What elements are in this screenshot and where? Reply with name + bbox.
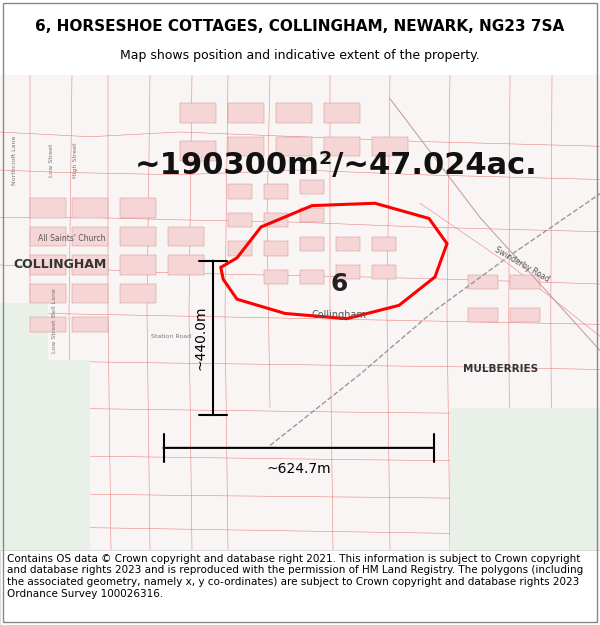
Bar	[468, 274, 498, 289]
Bar	[468, 308, 498, 322]
Bar	[72, 284, 108, 303]
Bar	[72, 199, 108, 217]
Bar	[180, 104, 216, 122]
Bar	[120, 256, 156, 274]
Bar	[180, 141, 216, 161]
Bar	[120, 284, 156, 303]
Bar	[300, 270, 324, 284]
Bar	[264, 241, 288, 256]
Text: Low Street: Low Street	[52, 319, 56, 353]
Bar	[168, 227, 204, 246]
Bar	[300, 236, 324, 251]
Text: ~624.7m: ~624.7m	[266, 462, 331, 476]
Text: Contains OS data © Crown copyright and database right 2021. This information is : Contains OS data © Crown copyright and d…	[7, 554, 583, 599]
Bar	[372, 265, 396, 279]
Bar	[372, 137, 408, 156]
Text: Low Street: Low Street	[49, 144, 53, 177]
Bar	[300, 208, 324, 222]
Text: Map shows position and indicative extent of the property.: Map shows position and indicative extent…	[120, 49, 480, 62]
Bar	[228, 184, 252, 199]
Bar	[30, 227, 66, 246]
Text: Northcroft Lane: Northcroft Lane	[13, 136, 17, 185]
Text: Station Road: Station Road	[151, 334, 191, 339]
Text: ~440.0m: ~440.0m	[194, 306, 208, 370]
Text: COLLINGHAM: COLLINGHAM	[13, 259, 107, 271]
Text: MULBERRIES: MULBERRIES	[463, 364, 539, 374]
Bar	[300, 179, 324, 194]
Bar	[264, 270, 288, 284]
Text: Collingham: Collingham	[311, 310, 367, 320]
Bar	[228, 213, 252, 227]
Bar	[372, 236, 396, 251]
Bar	[450, 408, 600, 550]
Bar	[276, 104, 312, 122]
Text: Swinderby Road: Swinderby Road	[493, 246, 551, 284]
Bar	[228, 137, 264, 156]
Bar	[120, 227, 156, 246]
Bar	[30, 318, 66, 331]
Bar	[72, 256, 108, 274]
Bar	[276, 137, 312, 156]
Text: All Saints' Church: All Saints' Church	[38, 234, 106, 243]
Bar	[0, 303, 48, 360]
Bar	[510, 274, 540, 289]
Text: 6, HORSESHOE COTTAGES, COLLINGHAM, NEWARK, NG23 7SA: 6, HORSESHOE COTTAGES, COLLINGHAM, NEWAR…	[35, 19, 565, 34]
Bar	[72, 318, 108, 331]
Bar	[228, 104, 264, 122]
Text: Bell Lane: Bell Lane	[52, 289, 56, 318]
Bar	[324, 104, 360, 122]
Bar	[264, 213, 288, 227]
Text: 6: 6	[331, 272, 347, 296]
Bar	[510, 308, 540, 322]
Text: High Street: High Street	[73, 142, 77, 178]
Bar	[30, 199, 66, 217]
Bar	[30, 284, 66, 303]
Bar	[72, 227, 108, 246]
Text: ~190300m²/~47.024ac.: ~190300m²/~47.024ac.	[134, 151, 538, 180]
Bar	[324, 137, 360, 156]
Bar	[0, 360, 90, 550]
Bar	[30, 256, 66, 274]
Bar	[120, 199, 156, 217]
Bar	[228, 241, 252, 256]
Bar	[168, 256, 204, 274]
Bar	[336, 236, 360, 251]
Bar	[264, 184, 288, 199]
Bar	[336, 265, 360, 279]
